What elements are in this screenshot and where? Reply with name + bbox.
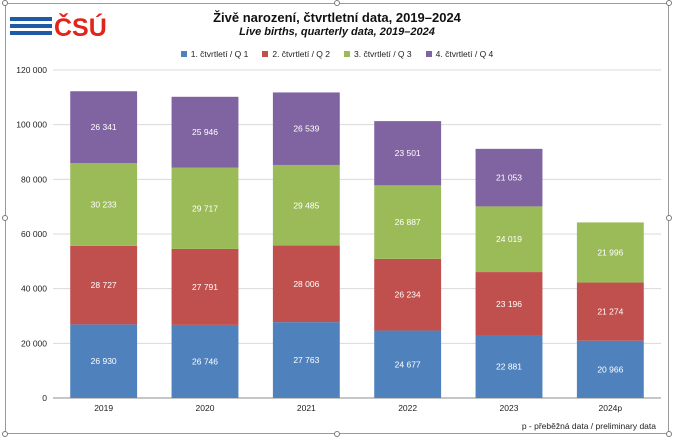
bar-segment xyxy=(475,272,543,336)
data-label: 27 791 xyxy=(192,282,218,292)
bar-segment xyxy=(374,330,442,398)
legend-label-q3: 3. čtvrtletí / Q 3 xyxy=(354,49,412,59)
x-tick-label: 2023 xyxy=(500,403,519,413)
y-tick-label: 80 000 xyxy=(21,174,47,184)
data-label: 23 501 xyxy=(395,148,421,158)
legend-item-q3: 3. čtvrtletí / Q 3 xyxy=(344,49,412,59)
data-label: 26 930 xyxy=(91,356,117,366)
bar-segment xyxy=(171,167,239,249)
legend-label-q1: 1. čtvrtletí / Q 1 xyxy=(190,49,249,59)
resize-handle-top-right[interactable] xyxy=(666,0,672,6)
bar-segment xyxy=(475,335,543,398)
bar-segment xyxy=(475,148,543,207)
legend-item-q2: 2. čtvrtletí / Q 2 xyxy=(262,49,330,59)
resize-handle-bottom-left[interactable] xyxy=(2,431,8,437)
logo-stripe-3 xyxy=(10,31,52,35)
data-label: 21 996 xyxy=(597,247,623,257)
y-tick-label: 40 000 xyxy=(21,284,47,294)
bar-segment xyxy=(576,340,644,398)
bar-segment xyxy=(70,163,138,246)
resize-handle-middle-right[interactable] xyxy=(666,215,672,221)
data-label: 28 727 xyxy=(91,280,117,290)
data-label: 21 053 xyxy=(496,173,522,183)
data-label: 27 763 xyxy=(293,355,319,365)
legend-item-q1: 1. čtvrtletí / Q 1 xyxy=(180,49,249,59)
x-tick-label: 2024p xyxy=(599,403,623,413)
y-tick-label: 100 000 xyxy=(16,120,47,130)
bar-segment xyxy=(272,322,340,398)
data-label: 28 006 xyxy=(293,279,319,289)
bar-segment xyxy=(374,258,442,331)
data-label: 26 341 xyxy=(91,122,117,132)
bar-segment xyxy=(171,96,239,168)
y-tick-label: 20 000 xyxy=(21,338,47,348)
y-tick-label: 120 000 xyxy=(16,65,47,75)
resize-handle-top-left[interactable] xyxy=(2,0,8,6)
data-label: 21 274 xyxy=(597,307,623,317)
legend-swatch-q3 xyxy=(344,51,350,57)
bar-segment xyxy=(272,245,340,323)
x-tick-label: 2019 xyxy=(94,403,113,413)
x-tick-label: 2020 xyxy=(196,403,215,413)
data-label: 29 485 xyxy=(293,200,319,210)
resize-handle-bottom-right[interactable] xyxy=(666,431,672,437)
data-label: 24 019 xyxy=(496,234,522,244)
logo-stripe-1 xyxy=(10,17,52,21)
legend-label-q2: 2. čtvrtletí / Q 2 xyxy=(272,49,330,59)
bar-segment xyxy=(475,206,543,273)
logo-text: ČSÚ xyxy=(54,12,107,40)
legend-swatch-q2 xyxy=(262,51,269,57)
bar-segment xyxy=(272,164,340,246)
data-label: 20 966 xyxy=(597,364,623,374)
data-label: 29 717 xyxy=(192,203,218,213)
resize-handle-middle-left[interactable] xyxy=(2,215,8,221)
resize-handle-top-middle[interactable] xyxy=(334,0,340,6)
legend: 1. čtvrtletí / Q 1 2. čtvrtletí / Q 2 3.… xyxy=(0,49,674,59)
logo-stripe-2 xyxy=(10,24,52,28)
x-tick-label: 2021 xyxy=(297,403,316,413)
bar-segment xyxy=(576,222,644,283)
bar-segment xyxy=(374,121,442,186)
data-label: 26 539 xyxy=(293,124,319,134)
bar-segment xyxy=(272,92,340,165)
bar-segment xyxy=(171,248,239,325)
data-label: 24 677 xyxy=(395,359,421,369)
bar-segment xyxy=(374,185,442,259)
bar-segment xyxy=(70,91,138,164)
legend-swatch-q4 xyxy=(425,51,432,57)
data-label: 26 234 xyxy=(395,290,421,300)
csu-logo: ČSÚ xyxy=(10,12,107,40)
legend-item-q4: 4. čtvrtletí / Q 4 xyxy=(425,49,494,59)
y-tick-label: 60 000 xyxy=(21,229,47,239)
data-label: 26 746 xyxy=(192,356,218,366)
data-label: 30 233 xyxy=(91,200,117,210)
data-label: 26 887 xyxy=(395,217,421,227)
bar-segment xyxy=(70,245,138,325)
bar-segment xyxy=(576,282,644,341)
x-tick-label: 2022 xyxy=(398,403,417,413)
y-tick-label: 0 xyxy=(42,393,47,403)
data-label: 25 946 xyxy=(192,127,218,137)
footnote: p - přeběžná data / preliminary data xyxy=(522,421,656,431)
legend-swatch-q1 xyxy=(180,51,187,57)
bar-segment xyxy=(171,324,239,398)
bar-segment xyxy=(70,324,138,398)
chart-title: Živě narození, čtvrtletní data, 2019–202… xyxy=(213,10,461,25)
data-label: 22 881 xyxy=(496,362,522,372)
data-label: 23 196 xyxy=(496,299,522,309)
resize-handle-bottom-middle[interactable] xyxy=(334,431,340,437)
footnote-text: p - přeběžná data / preliminary data xyxy=(521,421,656,431)
chart-subtitle: Live births, quarterly data, 2019–2024 xyxy=(239,26,435,38)
legend-label-q4: 4. čtvrtletí / Q 4 xyxy=(435,49,494,59)
